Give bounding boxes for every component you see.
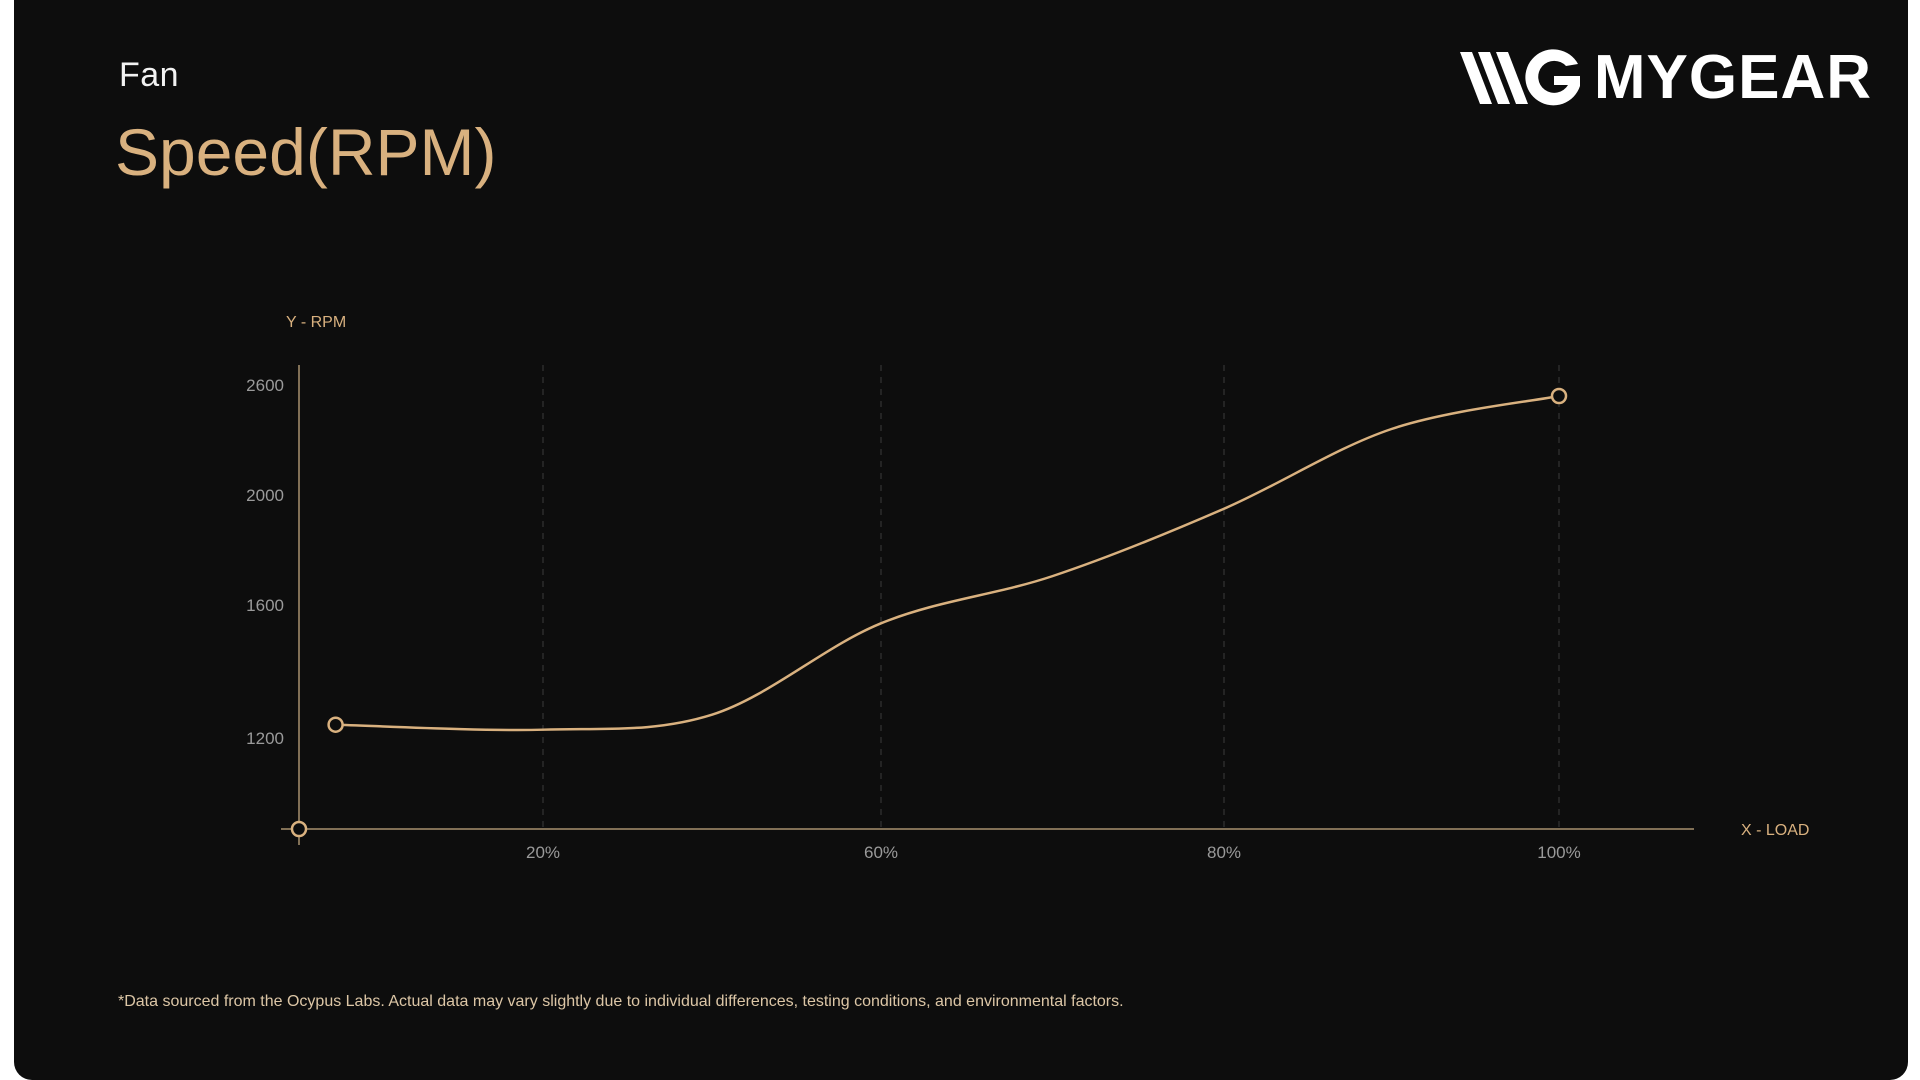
data-point-marker-1 xyxy=(1550,387,1568,405)
y-tick-label-1200: 1200 xyxy=(246,729,284,748)
eyebrow-label: Fan xyxy=(119,56,180,94)
chart-panel: Fan Speed(RPM) MYGEAR Y - RPM X - LOAD 120… xyxy=(14,0,1908,1080)
y-tick-label-2600: 2600 xyxy=(246,376,284,395)
mygear-logo-icon xyxy=(1459,49,1580,106)
y-tick-label-1600: 1600 xyxy=(246,596,284,615)
page-title: Speed(RPM) xyxy=(115,115,497,189)
rpm-line-chart: Y - RPM X - LOAD 1200 1600 2000 2600 20% 60% 80%… xyxy=(246,314,1809,862)
x-axis-title: X - LOAD xyxy=(1741,822,1809,839)
y-axis-title: Y - RPM xyxy=(286,314,346,331)
data-point-marker-0 xyxy=(327,716,344,733)
y-tick-label-2000: 2000 xyxy=(246,486,284,505)
x-tick-label-80: 80% xyxy=(1207,843,1241,862)
origin-marker xyxy=(290,820,308,838)
brand-logo: MYGEAR xyxy=(1458,46,1872,110)
x-tick-label-20: 20% xyxy=(526,843,560,862)
data-source-footnote: *Data sourced from the Ocypus Labs. Actu… xyxy=(118,993,1124,1010)
brand-name: MYGEAR xyxy=(1593,43,1872,112)
x-tick-label-60: 60% xyxy=(864,843,898,862)
series-line-0 xyxy=(335,394,1560,732)
x-tick-label-100: 100% xyxy=(1537,843,1580,862)
